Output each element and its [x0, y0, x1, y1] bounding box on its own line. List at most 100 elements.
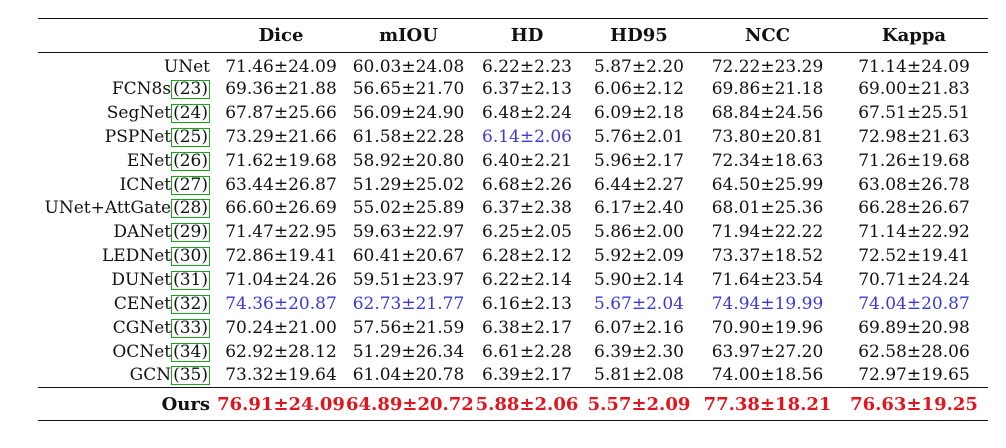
metric-cell-ncc: 74.00±18.56	[711, 365, 824, 386]
metric-cell-hd95: 5.81±2.08	[594, 365, 684, 386]
table-footer: Ours 76.91±24.09 64.89±20.72 5.88±2.06 5.57…	[38, 387, 988, 422]
method-label: FCN8s	[111, 78, 172, 99]
method-name: UNet+AttGate (28)	[38, 196, 216, 220]
citation-link[interactable]: (26)	[171, 150, 210, 171]
method-label: DUNet	[111, 270, 172, 291]
metric-cell-dice: 63.44±26.87	[225, 174, 337, 195]
results-table: Dice mIOU HD HD95 NCC Kappa UNet 71.46±24.09 60…	[38, 18, 988, 422]
metric-cell-hd95: 5.92±2.09	[594, 246, 684, 267]
citation-link[interactable]: (29)	[171, 222, 210, 243]
method-name: CENet (32)	[38, 292, 216, 316]
method-label: ENet	[126, 150, 172, 171]
metric-cell-ncc: 72.34±18.63	[711, 150, 824, 171]
metric-cell-dice: 66.60±26.69	[225, 198, 337, 219]
citation-link[interactable]: (33)	[171, 317, 210, 338]
metric-cell-hd: 6.40±2.21	[482, 150, 572, 171]
method-name: DANet (29)	[38, 220, 216, 244]
metric-cell-miou: 58.92±20.80	[352, 150, 465, 171]
table-row: LEDNet (30) 72.86±19.41 60.41±20.67 6.28±2.1…	[38, 244, 988, 268]
citation-link[interactable]: (23)	[171, 78, 210, 99]
citation-link[interactable]: (27)	[171, 174, 210, 195]
header-miou: mIOU	[379, 25, 438, 46]
ours-cell-dice: 76.91±24.09	[216, 387, 346, 422]
header-row: Dice mIOU HD HD95 NCC Kappa	[38, 18, 988, 53]
method-label: GCN	[129, 365, 172, 386]
method-name: DUNet (31)	[38, 268, 216, 292]
method-name: FCN8s (23)	[38, 77, 216, 101]
method-label: SegNet	[106, 102, 172, 123]
metric-cell-hd: 6.39±2.17	[482, 365, 572, 386]
table-row: ICNet (27) 63.44±26.87 51.29±25.02 6.68±2.26…	[38, 173, 988, 197]
citation-link[interactable]: (30)	[171, 246, 210, 267]
metric-cell-hd95: 5.86±2.00	[594, 222, 684, 243]
citation-link[interactable]: (24)	[171, 102, 210, 123]
metric-cell-dice: 71.47±22.95	[225, 222, 337, 243]
method-label: CGNet	[112, 317, 172, 338]
results-table-container: Dice mIOU HD HD95 NCC Kappa UNet 71.46±24.09 60…	[38, 18, 988, 422]
metric-cell-dice: 73.29±21.66	[225, 126, 337, 147]
method-name: UNet	[38, 53, 216, 77]
metric-cell-miou: 61.58±22.28	[352, 126, 465, 147]
method-name: CGNet (33)	[38, 316, 216, 340]
ours-cell-miou: 64.89±20.72	[346, 387, 474, 422]
metric-cell-ncc: 64.50±25.99	[711, 174, 824, 195]
metric-cell-hd95: 6.07±2.16	[594, 317, 684, 338]
metric-cell-ncc: 71.64±23.54	[711, 270, 824, 291]
metric-cell-hd: 6.48±2.24	[482, 102, 572, 123]
metric-cell-ncc: 72.22±23.29	[711, 57, 824, 77]
ours-cell-hd95: 5.57±2.09	[583, 387, 695, 422]
metric-cell-hd95: 5.96±2.17	[594, 150, 684, 171]
metric-cell-dice: 71.62±19.68	[225, 150, 337, 171]
metric-cell-miou: 51.29±25.02	[352, 174, 465, 195]
citation-link[interactable]: (34)	[171, 341, 210, 362]
header-hd: HD	[510, 25, 544, 46]
header-method	[38, 19, 216, 53]
metric-cell-hd95: 5.76±2.01	[594, 126, 684, 147]
method-name: LEDNet (30)	[38, 244, 216, 268]
citation-link[interactable]: (35)	[171, 365, 210, 386]
metric-cell-dice: 70.24±21.00	[225, 317, 337, 338]
metric-cell-miou: 57.56±21.59	[352, 317, 465, 338]
metric-cell-miou: 56.09±24.90	[352, 102, 465, 123]
citation-link[interactable]: (32)	[171, 293, 210, 314]
metric-cell-kappa: 62.58±28.06	[858, 341, 970, 362]
metric-cell-ncc: 73.80±20.81	[711, 126, 824, 147]
ours-row: Ours 76.91±24.09 64.89±20.72 5.88±2.06 5.57…	[38, 387, 988, 422]
metric-cell-hd: 6.14±2.06	[482, 126, 572, 147]
metric-cell-hd95: 5.67±2.04	[594, 293, 684, 314]
metric-cell-ncc: 69.86±21.18	[711, 78, 824, 99]
metric-cell-kappa: 69.00±21.83	[858, 78, 970, 99]
method-name: GCN (35)	[38, 364, 216, 388]
header-kappa: Kappa	[881, 25, 947, 46]
table-row: DANet (29) 71.47±22.95 59.63±22.97 6.25±2.05…	[38, 220, 988, 244]
table-row: PSPNet (25) 73.29±21.66 61.58±22.28 6.14±2.0…	[38, 125, 988, 149]
metric-cell-hd: 6.28±2.12	[482, 246, 572, 267]
metric-cell-ncc: 63.97±27.20	[711, 341, 824, 362]
metric-cell-kappa: 74.04±20.87	[858, 293, 970, 314]
metric-cell-miou: 55.02±25.89	[352, 198, 465, 219]
metric-cell-ncc: 74.94±19.99	[711, 293, 824, 314]
metric-cell-kappa: 72.98±21.63	[858, 126, 970, 147]
ours-cell-kappa: 76.63±19.25	[840, 387, 988, 422]
metric-cell-hd: 6.68±2.26	[482, 174, 572, 195]
method-name-ours: Ours	[38, 387, 216, 422]
method-label: CENet	[113, 293, 172, 314]
table-row: UNet 71.46±24.09 60.03±24.08 6.22±2.23 5.87±…	[38, 53, 988, 77]
ours-cell-hd: 5.88±2.06	[471, 387, 583, 422]
metric-cell-dice: 71.04±24.26	[225, 270, 337, 291]
metric-cell-dice: 73.32±19.64	[225, 365, 337, 386]
citation-link[interactable]: (28)	[171, 198, 210, 219]
metric-cell-hd: 6.61±2.28	[482, 341, 572, 362]
metric-cell-kappa: 70.71±24.24	[858, 270, 970, 291]
metric-cell-ncc: 73.37±18.52	[711, 246, 824, 267]
citation-link[interactable]: (31)	[171, 270, 210, 291]
table-header: Dice mIOU HD HD95 NCC Kappa	[38, 18, 988, 53]
metric-cell-hd95: 6.39±2.30	[594, 341, 684, 362]
metric-cell-kappa: 72.52±19.41	[858, 246, 970, 267]
citation-link[interactable]: (25)	[171, 126, 210, 147]
metric-cell-hd95: 5.87±2.20	[594, 57, 684, 77]
metric-cell-miou: 62.73±21.77	[352, 293, 465, 314]
metric-cell-dice: 74.36±20.87	[225, 293, 337, 314]
metric-cell-hd95: 6.44±2.27	[594, 174, 684, 195]
metric-cell-dice: 62.92±28.12	[225, 341, 337, 362]
